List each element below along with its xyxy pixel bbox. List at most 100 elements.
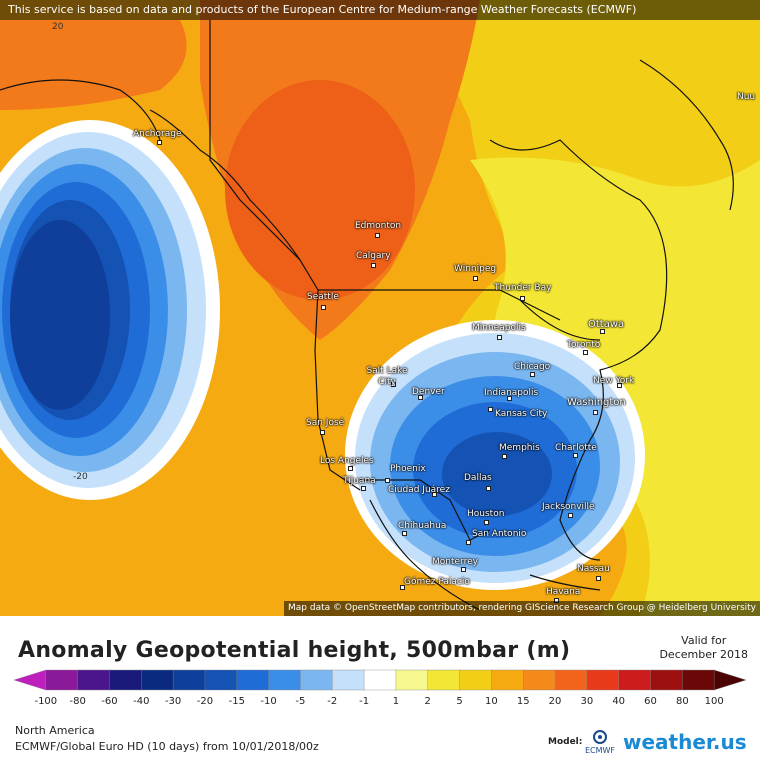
city-label[interactable]: Anchorage [133,129,182,139]
color-scale-ticks: -100 -80 -60 -40 -30 -20 -15 -10 -5 -2 -1 1 2 5 10 15 20… [0,696,760,710]
scale-tick-label: -80 [69,696,86,707]
scale-segment [45,669,79,691]
city-label[interactable]: Jacksonville [542,502,595,512]
city-marker [488,407,493,412]
ecmwf-logo-icon [593,730,607,744]
city-marker [375,233,380,238]
city-label[interactable]: Chihuahua [398,521,447,531]
color-scale [13,669,747,691]
scale-segment [491,669,524,691]
trough-west-core [10,220,110,410]
city-label[interactable]: Seattle [307,292,339,302]
city-marker [617,383,622,388]
city-label[interactable]: Minneapolis [472,323,526,333]
scale-segment [141,669,174,691]
scale-segment [618,669,652,691]
city-label[interactable]: San Antonio [472,529,527,539]
city-label[interactable]: Tijuana [343,476,376,486]
model-run-label: ECMWF/Global Euro HD (10 days) from 10/0… [15,740,319,753]
scale-segment [236,669,270,691]
city-label[interactable]: Indianapolis [484,388,539,398]
city-marker [371,263,376,268]
city-label[interactable]: Dallas [464,473,492,483]
city-label[interactable]: Havana [546,587,581,597]
valid-date-value: December 2018 [659,648,748,661]
scale-segment [172,669,206,691]
scale-tick-label: 80 [675,696,689,707]
scale-tick-label: -10 [260,696,277,707]
city-marker [593,410,598,415]
anomaly-field [0,0,760,616]
city-label[interactable]: Los Angeles [320,456,374,466]
city-label[interactable]: Thunder Bay [494,283,552,293]
valid-label: Valid for [681,634,727,647]
city-marker [361,486,366,491]
map-attribution: Map data © OpenStreetMap contributors, r… [284,601,760,616]
city-marker [461,567,466,572]
city-label[interactable]: Phoenix [390,464,426,474]
city-label[interactable]: Salt Lake City [366,366,408,387]
trough-east-core [442,432,552,516]
scale-segment [204,669,238,691]
city-marker [507,396,512,401]
scale-segment [395,669,429,691]
city-label[interactable]: Toronto [567,340,601,350]
region-label: North America [15,724,95,737]
scale-segment [523,669,556,691]
city-marker [157,140,162,145]
scale-tick-label: -30 [164,696,182,707]
city-label[interactable]: Winnipeg [454,264,497,274]
city-label[interactable]: Memphis [499,443,540,453]
city-label[interactable]: Chicago [514,362,551,372]
city-marker [385,478,390,483]
city-marker [473,276,478,281]
city-marker [466,540,471,545]
city-marker [520,296,525,301]
scale-tick-label: -20 [196,696,214,707]
city-label[interactable]: Calgary [356,251,391,261]
city-label[interactable]: Ottawa [588,319,625,330]
city-label[interactable]: Monterrey [432,557,478,567]
scale-tick-label: 100 [704,696,724,707]
city-label[interactable]: Ciudad Juárez [388,485,450,495]
city-marker [530,372,535,377]
scale-segment [363,669,397,691]
city-label[interactable]: Washington [567,397,626,408]
map-panel[interactable]: This service is based on data and produc… [0,0,760,616]
city-marker [418,395,423,400]
city-label[interactable]: Nuu [737,92,756,102]
city-label[interactable]: Kansas City [495,409,548,419]
ecmwf-logo-text: ECMWF [584,746,616,755]
scale-tick-label: 1 [392,696,400,707]
scale-segment [77,669,111,691]
city-marker [497,335,502,340]
scale-tick-label: 2 [424,696,431,707]
city-label[interactable]: San José [306,418,345,428]
scale-segment [459,669,493,691]
city-marker [573,453,578,458]
positive-zone-northwest [0,20,187,110]
city-label[interactable]: Gómez Palacio [404,577,470,587]
city-label[interactable]: New York [593,376,635,386]
scale-segment [682,669,715,691]
ecmwf-notice-banner: This service is based on data and produc… [0,0,760,20]
scale-tick-label: 40 [612,696,626,707]
city-marker [348,466,353,471]
city-label[interactable]: Nassau [577,564,610,574]
scale-tick-label: 5 [456,696,463,707]
scale-tick-label: 15 [516,696,530,707]
scale-tick-label: -15 [228,696,245,707]
ecmwf-logo[interactable]: ECMWF [580,730,620,755]
scale-tick-label: -2 [327,696,338,707]
scale-segment [650,669,684,691]
city-label[interactable]: Charlotte [555,443,597,453]
city-label[interactable]: Edmonton [355,221,402,231]
scale-tick-label: -40 [133,696,150,707]
scale-tick-label: -5 [295,696,306,707]
city-label[interactable]: Houston [467,509,505,519]
city-marker [600,329,605,334]
model-label: Model: [548,737,583,747]
city-label[interactable]: Denver [412,387,445,397]
weather-us-logo[interactable]: weather.us [623,730,747,754]
city-marker [320,430,325,435]
